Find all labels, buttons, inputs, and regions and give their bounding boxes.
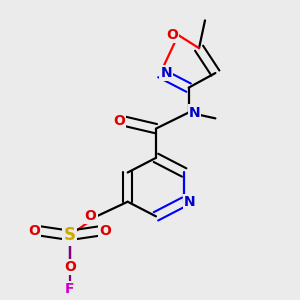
Text: S: S [64, 226, 76, 244]
Text: O: O [28, 224, 40, 238]
Text: F: F [65, 282, 74, 296]
Text: N: N [184, 195, 196, 209]
Text: O: O [100, 224, 111, 238]
Text: O: O [64, 260, 76, 274]
Text: O: O [113, 114, 125, 128]
Text: O: O [85, 209, 97, 223]
Text: N: N [160, 66, 172, 80]
Text: N: N [189, 106, 200, 119]
Text: O: O [167, 28, 178, 42]
